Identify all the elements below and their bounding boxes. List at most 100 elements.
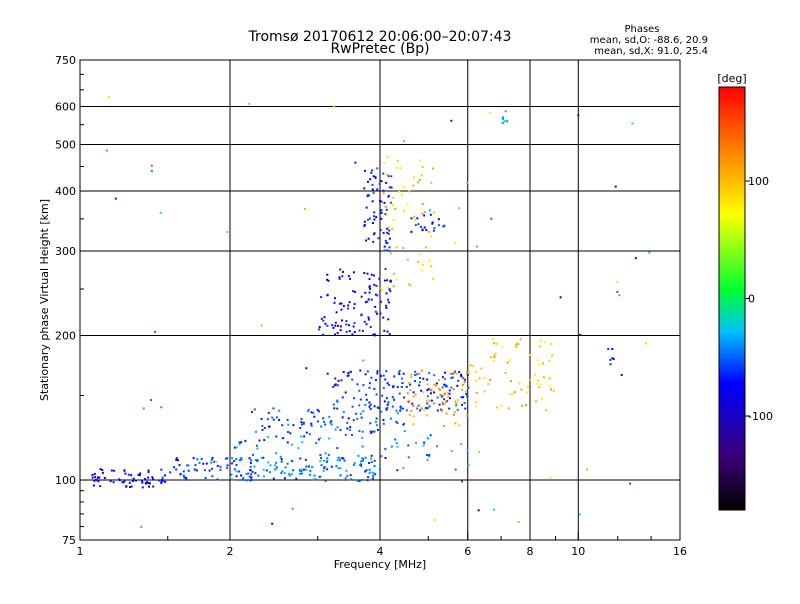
data-point	[412, 391, 415, 394]
data-point	[250, 478, 253, 480]
data-point	[376, 424, 378, 427]
data-point	[388, 237, 391, 240]
data-point	[339, 429, 342, 432]
data-point	[364, 456, 367, 459]
data-point	[141, 481, 144, 484]
data-point	[275, 435, 278, 438]
data-point	[238, 470, 241, 473]
data-point	[371, 430, 374, 433]
data-point	[260, 324, 263, 327]
data-point	[322, 469, 325, 472]
data-point	[445, 412, 448, 415]
data-point	[370, 376, 373, 379]
data-point	[611, 348, 614, 350]
data-point	[388, 288, 391, 291]
data-point	[376, 312, 378, 315]
data-point	[377, 237, 380, 240]
data-point	[426, 459, 429, 461]
data-point	[336, 459, 339, 462]
data-point	[354, 290, 357, 293]
data-point	[369, 422, 372, 425]
data-point	[443, 403, 446, 405]
data-point	[372, 191, 375, 194]
data-point	[475, 392, 478, 394]
data-point	[281, 424, 284, 427]
data-point	[97, 480, 100, 483]
data-point	[389, 201, 392, 204]
data-point	[421, 264, 424, 267]
data-point	[444, 385, 447, 388]
data-point	[175, 457, 178, 460]
data-point	[458, 424, 461, 427]
data-point	[269, 464, 272, 467]
data-point	[373, 459, 376, 462]
data-point	[367, 180, 369, 183]
data-point	[231, 457, 234, 460]
data-point	[287, 423, 290, 426]
data-point	[362, 359, 365, 362]
data-point	[483, 390, 486, 393]
data-point	[382, 422, 385, 425]
data-point	[99, 468, 102, 471]
data-point	[211, 457, 214, 459]
data-point	[536, 382, 539, 385]
data-point	[362, 384, 365, 387]
data-point	[305, 465, 308, 468]
data-point	[421, 166, 424, 168]
data-point	[428, 455, 430, 458]
data-point	[493, 356, 496, 359]
data-point	[420, 389, 423, 392]
data-point	[444, 371, 446, 374]
data-point	[337, 379, 340, 382]
data-point	[210, 467, 213, 470]
data-point	[439, 389, 441, 392]
data-point	[150, 399, 152, 402]
data-point	[208, 469, 211, 472]
data-point	[475, 405, 478, 408]
data-point	[386, 403, 389, 406]
data-point	[384, 213, 387, 216]
data-point	[538, 386, 540, 389]
data-point	[148, 482, 151, 485]
data-point	[418, 372, 421, 375]
data-point	[427, 230, 430, 233]
data-point	[336, 324, 339, 327]
data-point	[519, 338, 522, 341]
data-point	[323, 466, 326, 468]
data-point	[374, 310, 377, 313]
data-point	[347, 307, 350, 310]
data-point	[460, 396, 463, 399]
data-point	[392, 385, 395, 388]
data-point	[344, 477, 347, 480]
data-point	[408, 190, 411, 193]
data-point	[310, 424, 313, 427]
data-point	[474, 370, 477, 373]
data-point	[620, 374, 623, 376]
data-point	[336, 426, 339, 429]
data-point	[428, 209, 431, 212]
data-point	[268, 425, 271, 428]
data-point	[382, 231, 385, 234]
data-point	[407, 283, 410, 286]
data-point	[362, 459, 364, 462]
data-point	[440, 408, 443, 411]
data-point	[369, 178, 372, 181]
data-point	[340, 308, 343, 311]
data-point	[384, 378, 387, 381]
data-point	[364, 291, 367, 294]
data-point	[423, 226, 426, 229]
data-point	[335, 311, 338, 314]
data-point	[648, 251, 651, 254]
data-point	[326, 460, 328, 463]
data-point	[231, 478, 233, 481]
data-point	[339, 467, 342, 470]
data-point	[383, 201, 386, 204]
data-point	[198, 461, 201, 464]
data-point	[432, 229, 435, 232]
data-point	[318, 326, 321, 328]
data-point	[461, 403, 463, 406]
data-point	[311, 466, 313, 469]
data-point	[260, 456, 263, 459]
data-point	[526, 391, 529, 394]
